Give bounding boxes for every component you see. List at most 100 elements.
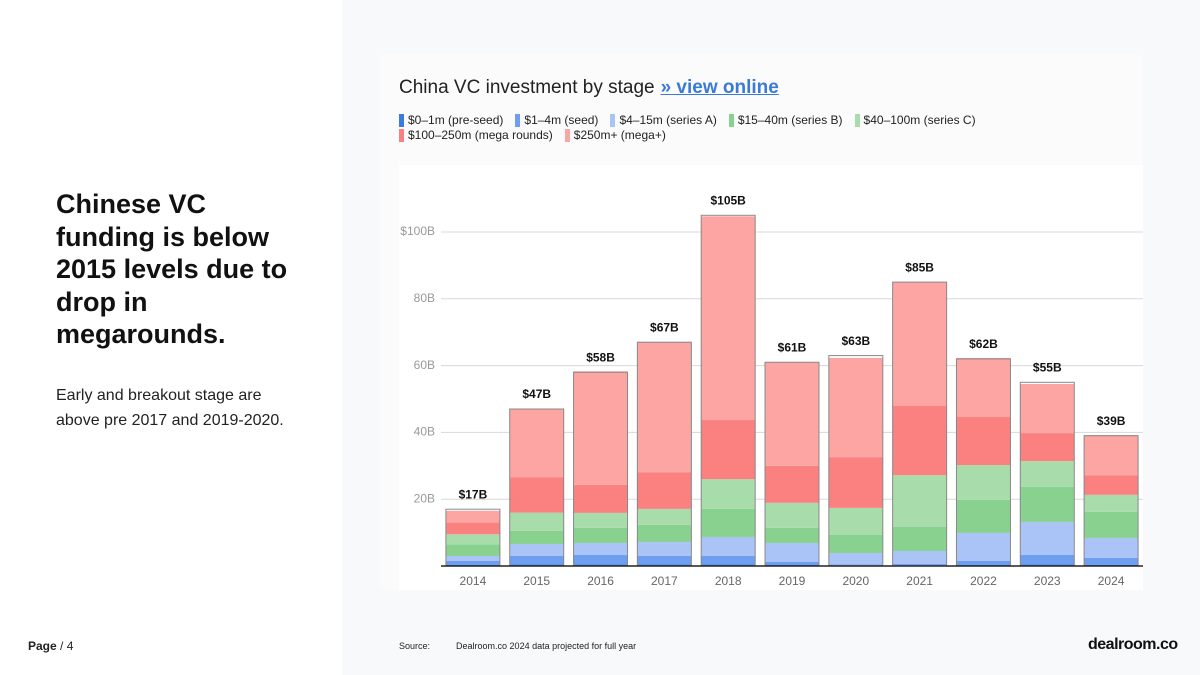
bar-segment — [637, 541, 692, 556]
body-text: Early and breakout stage are above pre 2… — [56, 387, 284, 429]
bar-segment — [828, 457, 883, 508]
total-label: $55B — [1033, 360, 1062, 374]
y-tick-label: 20B — [414, 491, 435, 505]
headline: Chinese VC funding is below 2015 levels … — [56, 189, 288, 349]
bar-segment — [828, 357, 883, 458]
bar-segment — [509, 512, 564, 531]
x-tick-label: 2023 — [1034, 574, 1061, 588]
legend-swatch — [610, 113, 616, 127]
bar-segment — [701, 555, 756, 565]
page-indicator: Page / 4 — [28, 639, 73, 653]
y-tick-label: $100B — [400, 224, 435, 238]
bar-segment — [1020, 383, 1075, 434]
total-label: $62B — [969, 337, 998, 351]
total-label: $47B — [522, 387, 551, 401]
x-tick-label: 2024 — [1098, 574, 1125, 588]
bar-segment — [892, 563, 947, 566]
bar-segment — [509, 477, 564, 513]
legend-label: $1–4m (seed) — [524, 113, 599, 127]
legend-swatch — [854, 113, 860, 127]
x-tick-label: 2014 — [460, 574, 487, 588]
bar-segment — [956, 417, 1011, 466]
bar-segment — [1084, 435, 1139, 476]
legend-swatch — [399, 113, 404, 127]
bar-segment — [1020, 461, 1075, 487]
bar-segment — [956, 465, 1011, 500]
bar-segment — [701, 536, 756, 556]
bar-segment — [1020, 554, 1075, 565]
total-label: $105B — [710, 193, 746, 207]
bar-segment — [573, 527, 628, 543]
bar-segment — [573, 564, 628, 566]
bar-segment — [637, 555, 692, 565]
bar-segment — [1084, 537, 1139, 558]
bar-segment — [765, 527, 819, 543]
x-tick-label: 2016 — [587, 574, 614, 588]
bar-segment — [828, 552, 883, 565]
total-label: $85B — [905, 260, 934, 274]
legend-item: $15–40m (series B) — [728, 113, 843, 127]
x-tick-label: 2022 — [970, 574, 997, 588]
bar-segment — [765, 362, 819, 466]
legend-label: $15–40m (series B) — [737, 113, 843, 127]
left-panel — [0, 0, 342, 675]
legend-label: $4–15m (series A) — [619, 113, 717, 127]
legend: $0–1m (pre-seed) $1–4m (seed) $4–15m (seri… — [399, 113, 999, 142]
bar-segment — [509, 543, 564, 556]
y-tick-label: 60B — [414, 358, 435, 372]
source: Source: Dealroom.co 2024 data projected f… — [399, 641, 636, 651]
bar-segment — [1020, 486, 1075, 522]
total-label: $63B — [841, 334, 870, 348]
bar-segment — [637, 472, 692, 509]
bar-segment — [445, 555, 500, 561]
bar-segment — [765, 542, 819, 562]
bar-segment — [637, 341, 692, 473]
total-label: $61B — [778, 340, 807, 354]
bar-segment — [1020, 564, 1075, 566]
bar-segment — [701, 508, 756, 537]
bar-segment — [892, 475, 947, 527]
legend-item: $4–15m (series A) — [610, 113, 717, 127]
bar-segment — [573, 554, 628, 565]
bar-segment — [828, 564, 883, 566]
view-online-link[interactable]: » view online — [660, 77, 779, 98]
page-number: / 4 — [60, 639, 74, 653]
chart-title: China VC investment by stage — [399, 77, 655, 98]
legend-item: $100–250m (mega rounds) — [399, 128, 553, 142]
bar-segment — [1020, 433, 1075, 462]
total-label: $39B — [1097, 414, 1126, 428]
x-tick-label: 2019 — [779, 574, 806, 588]
logo: dealroom.co — [1088, 636, 1178, 653]
source-text: Dealroom.co 2024 data projected for full… — [456, 641, 637, 651]
bar-segment — [892, 282, 947, 407]
bar-segment — [509, 555, 564, 565]
bar-segment — [892, 550, 947, 564]
bar-segment — [1020, 521, 1075, 555]
bar-segment — [573, 542, 628, 555]
x-tick-label: 2020 — [842, 574, 869, 588]
legend-swatch — [728, 113, 734, 127]
bar-segment — [1084, 511, 1139, 538]
bar-segment — [828, 534, 883, 553]
x-tick-label: 2017 — [651, 574, 678, 588]
bar-segment — [573, 484, 628, 513]
legend-item: $0–1m (pre-seed) — [399, 113, 503, 127]
bar-segment — [637, 524, 692, 542]
bar-segment — [701, 420, 756, 480]
bar-segment — [956, 357, 1011, 418]
legend-swatch — [515, 113, 521, 127]
bar-segment — [509, 564, 564, 566]
bar-segment — [765, 561, 819, 565]
bar-segment — [892, 406, 947, 476]
bar-segment — [509, 530, 564, 544]
bar-segment — [765, 465, 819, 503]
legend-label: $40–100m (series C) — [863, 113, 976, 127]
page-label: Page — [28, 639, 57, 653]
x-tick-label: 2018 — [715, 574, 742, 588]
legend-item: $1–4m (seed) — [515, 113, 598, 127]
legend-item: $250m+ (mega+) — [564, 128, 666, 142]
y-tick-label: 40B — [414, 425, 435, 439]
source-label: Source: — [399, 641, 431, 651]
